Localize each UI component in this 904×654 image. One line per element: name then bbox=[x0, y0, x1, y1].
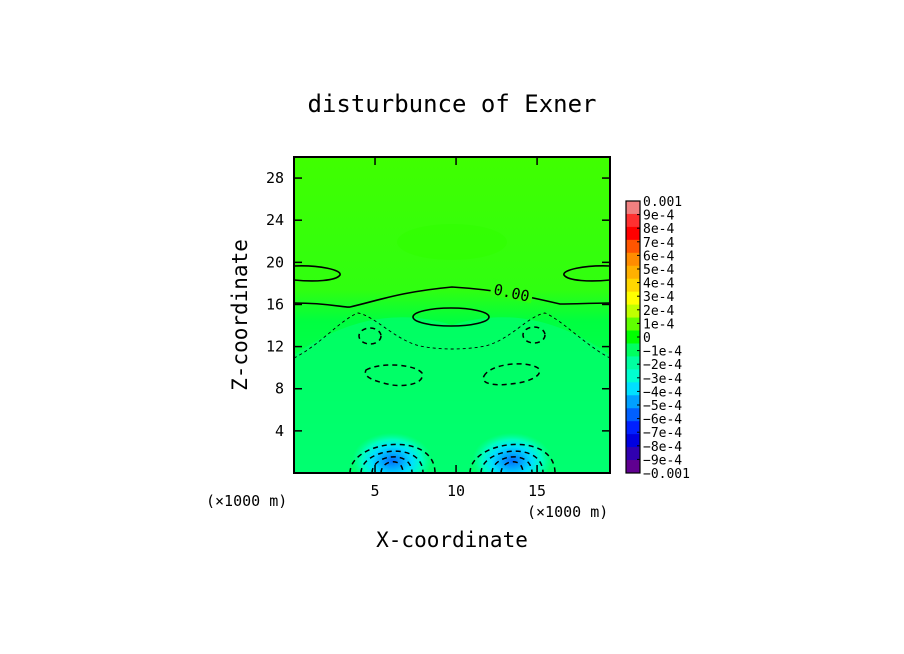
colorbar-label: −2e-4 bbox=[643, 358, 682, 373]
x-tick-label: 10 bbox=[447, 482, 465, 500]
y-tick-label: 4 bbox=[275, 422, 284, 440]
colorbar: 0.0019e-48e-47e-46e-45e-44e-43e-42e-41e-… bbox=[625, 195, 690, 482]
field-lower-band bbox=[294, 317, 610, 473]
colorbar-swatch bbox=[626, 382, 640, 396]
colorbar-label: 7e-4 bbox=[643, 236, 674, 251]
contour-thin-dashed bbox=[294, 312, 610, 359]
colorbar-swatch bbox=[626, 460, 640, 474]
colorbar-swatch bbox=[626, 434, 640, 448]
y-axis-ticks: 4 8 12 16 20 24 28 bbox=[266, 169, 610, 440]
colorbar-label: −1e-4 bbox=[643, 345, 682, 360]
x-axis-ticks: 5 10 15 bbox=[371, 157, 546, 500]
x-unit-label: (×1000 m) bbox=[527, 503, 608, 521]
colorbar-label: −5e-4 bbox=[643, 399, 682, 414]
zero-contour-left-lobe bbox=[294, 265, 341, 282]
colorbar-swatch bbox=[626, 304, 640, 319]
colorbar-swatch bbox=[626, 278, 640, 293]
x-tick-label: 15 bbox=[528, 482, 546, 500]
x-axis-title: X-coordinate bbox=[376, 528, 528, 552]
colorbar-swatch bbox=[626, 421, 640, 435]
colorbar-label: 2e-4 bbox=[643, 304, 674, 319]
field-low-left bbox=[352, 430, 432, 473]
y-tick-label: 28 bbox=[266, 169, 284, 187]
contour-dash-right-blob bbox=[482, 363, 541, 386]
colorbar-label: 1e-4 bbox=[643, 317, 674, 332]
y-tick-label: 20 bbox=[266, 253, 284, 271]
colorbar-label: 3e-4 bbox=[643, 290, 674, 305]
colorbar-swatch bbox=[626, 343, 640, 357]
chart-title: disturbunce of Exner bbox=[308, 90, 597, 118]
field-upper-patch bbox=[397, 224, 507, 260]
colorbar-swatch bbox=[626, 226, 640, 241]
colorbar-swatch bbox=[626, 408, 640, 422]
y-tick-label: 24 bbox=[266, 211, 284, 229]
colorbar-label: 0 bbox=[643, 331, 651, 346]
contour-dash-right-small bbox=[522, 326, 546, 344]
y-tick-label: 16 bbox=[266, 295, 284, 313]
contour-dash-left-blob bbox=[364, 364, 423, 387]
contour-rings-right bbox=[469, 443, 556, 473]
x-tick-label: 5 bbox=[371, 482, 380, 500]
colorbar-swatch bbox=[626, 201, 640, 215]
colorbar-label: −7e-4 bbox=[643, 426, 682, 441]
zero-contour-main bbox=[294, 286, 610, 308]
colorbar-label: −6e-4 bbox=[643, 413, 682, 428]
y-axis-title: Z-coordinate bbox=[228, 239, 252, 391]
plot-frame bbox=[293, 156, 611, 474]
y-unit-label: (×1000 m) bbox=[206, 492, 287, 510]
colorbar-swatch bbox=[626, 447, 640, 461]
colorbar-label: −0.001 bbox=[643, 467, 690, 482]
colorbar-swatch bbox=[626, 317, 640, 332]
colorbar-swatch bbox=[626, 291, 640, 306]
colorbar-label: 4e-4 bbox=[643, 277, 674, 292]
colorbar-swatch bbox=[626, 330, 640, 344]
colorbar-swatch bbox=[626, 369, 640, 383]
colorbar-label: 0.001 bbox=[643, 195, 682, 210]
colorbar-label: −3e-4 bbox=[643, 372, 682, 387]
colorbar-label: 6e-4 bbox=[643, 249, 674, 264]
colorbar-label: 9e-4 bbox=[643, 209, 674, 224]
zero-contour-right-lobe bbox=[563, 265, 610, 282]
contour-label-bg bbox=[489, 278, 535, 304]
zero-contour-center-loop bbox=[412, 307, 490, 327]
colorbar-label: −4e-4 bbox=[643, 385, 682, 400]
contour-dash-left-small bbox=[358, 327, 382, 345]
colorbar-swatch bbox=[626, 395, 640, 409]
colorbar-swatch bbox=[626, 252, 640, 267]
colorbar-swatch bbox=[626, 213, 640, 228]
colorbar-label: 8e-4 bbox=[643, 222, 674, 237]
y-tick-label: 12 bbox=[266, 338, 284, 356]
contour-field: 0.00 bbox=[294, 157, 610, 473]
contour-rings-left bbox=[349, 443, 436, 473]
colorbar-label: −8e-4 bbox=[643, 440, 682, 455]
colorbar-swatch bbox=[626, 356, 640, 370]
field-low-right bbox=[472, 430, 552, 473]
y-tick-label: 8 bbox=[275, 380, 284, 398]
colorbar-label: −9e-4 bbox=[643, 453, 682, 468]
colorbar-swatch bbox=[626, 239, 640, 254]
colorbar-swatch bbox=[626, 265, 640, 280]
colorbar-label: 5e-4 bbox=[643, 263, 674, 278]
